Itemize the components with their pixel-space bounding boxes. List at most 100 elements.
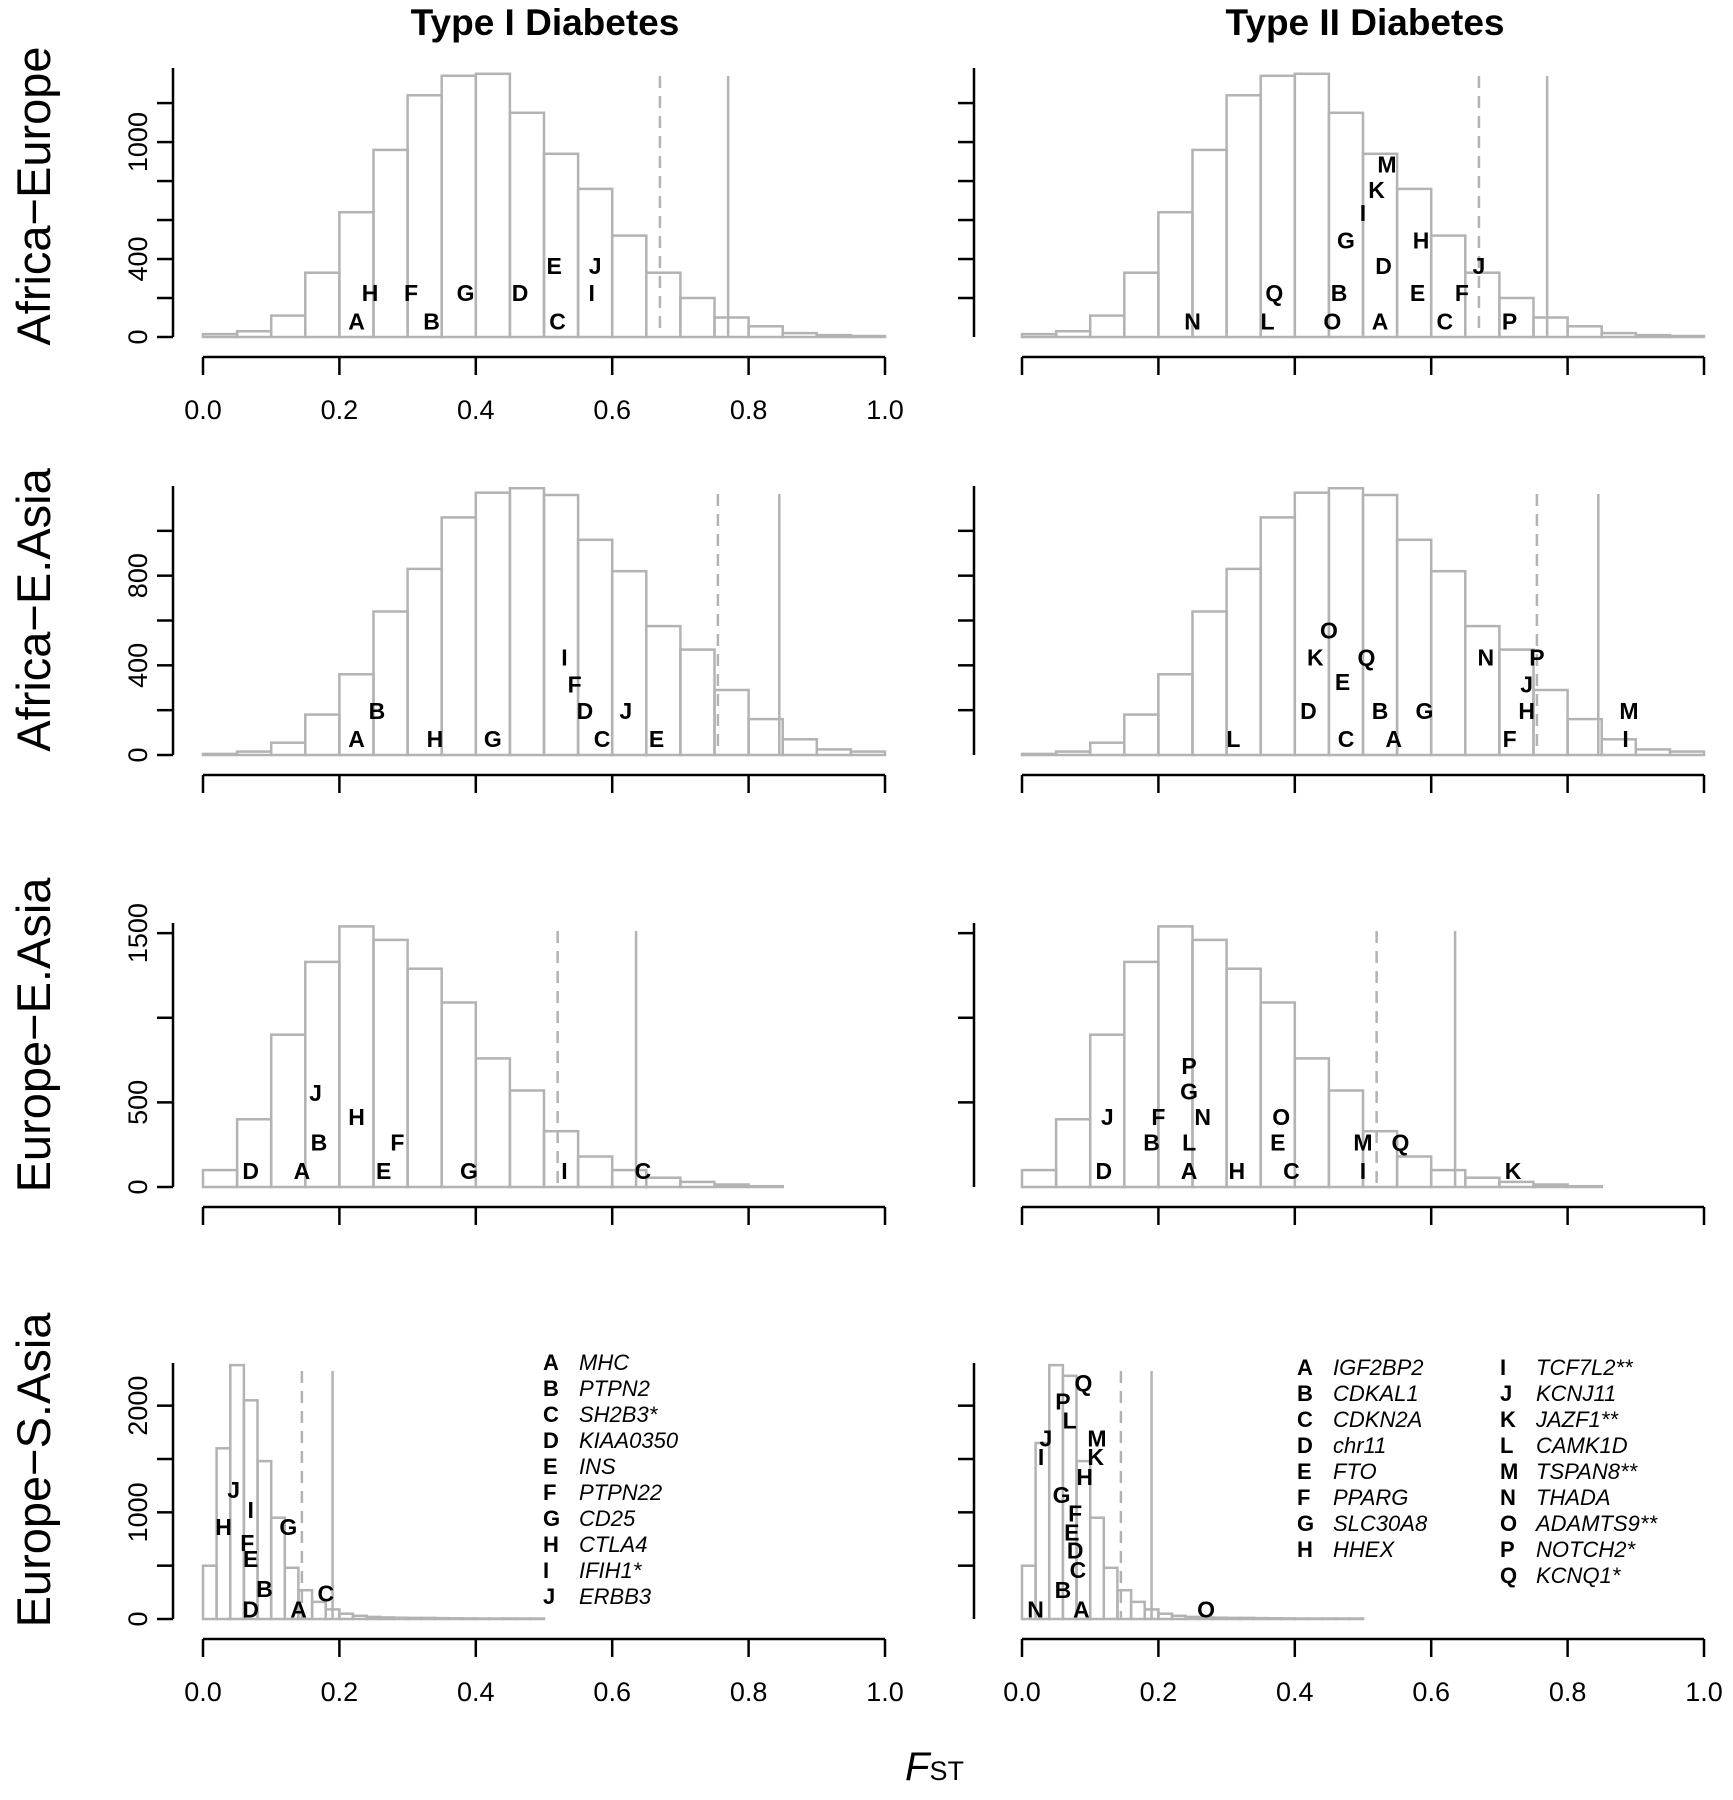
x-tick-label: 0.6 bbox=[593, 395, 631, 425]
histogram-bar bbox=[201, 1564, 218, 1621]
gene-letter-label: D bbox=[577, 698, 594, 724]
gene-letter-label: A bbox=[1385, 726, 1402, 752]
x-tick-label: 1.0 bbox=[1685, 1677, 1723, 1707]
histogram-bar bbox=[372, 610, 409, 757]
legend-type1: A MHC B PTPN2 C SH2B3* D KIAA0350 E INS F PTPN… bbox=[543, 1350, 678, 1610]
gene-letter-label: C bbox=[1283, 1158, 1300, 1184]
gene-letter-label: H bbox=[1228, 1158, 1245, 1184]
gene-letter-label: N bbox=[1477, 644, 1494, 670]
legend-gene: PTPN2 bbox=[579, 1376, 650, 1401]
legend-gene: PPARG bbox=[1333, 1485, 1409, 1510]
gene-letter-label: C bbox=[1338, 726, 1355, 752]
gene-letter-label: D bbox=[1300, 698, 1317, 724]
gene-letter-label: B bbox=[1331, 280, 1348, 306]
legend-item: K JAZF1** bbox=[1500, 1407, 1657, 1433]
gene-letter-label: H bbox=[1413, 228, 1430, 254]
histogram-bar bbox=[1020, 1168, 1058, 1189]
row-label-africa-easia: Africa−E.Asia bbox=[7, 467, 60, 751]
gene-letter-label: A bbox=[348, 726, 365, 752]
gene-letter-label: A bbox=[1073, 1596, 1090, 1622]
legend-gene: HHEX bbox=[1333, 1537, 1395, 1562]
histogram-bar bbox=[529, 1617, 546, 1621]
x-tick-label: 0.2 bbox=[321, 395, 359, 425]
gene-letter-label: H bbox=[1518, 698, 1535, 724]
histogram-bar bbox=[1293, 1617, 1310, 1621]
chart-panel-0: 0 400 1000 0.0 0.2 0.4 0.6 0.8 1.0 AH FBG DE C JI bbox=[123, 68, 904, 425]
histogram-bar bbox=[1088, 1516, 1106, 1621]
histogram-bar bbox=[1088, 314, 1126, 339]
gene-letter-label: F bbox=[1151, 1104, 1165, 1130]
gene-letter-label: F bbox=[390, 1129, 404, 1155]
histogram-bar bbox=[1266, 1617, 1283, 1621]
gene-letter-label: H bbox=[427, 726, 444, 752]
histogram-bar bbox=[372, 148, 409, 339]
histogram-bar bbox=[1532, 1183, 1569, 1189]
gene-letter-label: K bbox=[1087, 1444, 1104, 1470]
histogram-bar bbox=[1464, 271, 1501, 339]
gene-letter-label: Q bbox=[1265, 280, 1283, 306]
legend-gene: INS bbox=[579, 1454, 616, 1479]
x-tick-label: 1.0 bbox=[866, 1677, 904, 1707]
legend-item: A MHC bbox=[543, 1350, 678, 1376]
legend-letter: F bbox=[1297, 1485, 1311, 1510]
x-axis-title-main: F bbox=[905, 1745, 930, 1789]
legend-item: L CAMK1D bbox=[1500, 1433, 1657, 1459]
legend-item: F PTPN22 bbox=[543, 1480, 678, 1506]
gene-letter-label: F bbox=[1503, 726, 1517, 752]
legend-letter: F bbox=[543, 1480, 557, 1505]
legend-gene: CTLA4 bbox=[579, 1532, 648, 1557]
gene-letter-label: C bbox=[549, 308, 566, 334]
chart-panel-5: PG J F N O B L E M Q D A H C I K bbox=[958, 923, 1706, 1225]
histogram-bar bbox=[474, 1617, 491, 1621]
histogram-bar bbox=[1252, 1616, 1269, 1621]
histogram-bar bbox=[201, 752, 239, 757]
gene-letter-label: A bbox=[1372, 308, 1389, 334]
histogram-bar bbox=[849, 750, 887, 757]
histogram-bar bbox=[1191, 938, 1228, 1189]
x-tick-label: 0.8 bbox=[1549, 1677, 1587, 1707]
gene-letter-label: E bbox=[1335, 669, 1350, 695]
chart-panel-2: 0 400 800 IF B D J A H G C E bbox=[123, 486, 887, 793]
gene-letter-label: G bbox=[1180, 1079, 1198, 1105]
gene-letter-label: H bbox=[215, 1514, 232, 1540]
legend-item: H HHEX bbox=[1297, 1537, 1427, 1563]
legend-item: I IFIH1* bbox=[543, 1558, 678, 1584]
histogram-bar bbox=[1123, 713, 1160, 757]
gene-letter-label: M bbox=[1619, 698, 1638, 724]
gene-letter-label: F bbox=[404, 280, 418, 306]
legend-gene: KIAA0350 bbox=[579, 1428, 679, 1453]
gene-letter-label: B bbox=[1055, 1577, 1072, 1603]
legend-letter: J bbox=[543, 1584, 556, 1609]
gene-letter-label: I bbox=[1038, 1444, 1044, 1470]
legend-letter: A bbox=[543, 1350, 559, 1375]
gene-letter-label: G bbox=[457, 280, 475, 306]
gene-letter-label: Q bbox=[1392, 1129, 1410, 1155]
legend-gene: chr11 bbox=[1333, 1433, 1387, 1458]
histogram-bar bbox=[1464, 1176, 1501, 1189]
histogram-bar bbox=[781, 331, 819, 339]
gene-letter-label: G bbox=[460, 1158, 478, 1184]
legend-gene: PTPN22 bbox=[579, 1480, 663, 1505]
histogram-bar bbox=[1600, 331, 1638, 339]
gene-letter-label: B bbox=[311, 1129, 328, 1155]
histogram-bar bbox=[508, 486, 546, 757]
histogram-bar bbox=[508, 1089, 546, 1189]
histogram-bar bbox=[610, 569, 648, 757]
legend-gene: SH2B3* bbox=[579, 1402, 658, 1427]
gene-letter-label: D bbox=[1095, 1158, 1112, 1184]
y-tick-label: 0 bbox=[123, 329, 153, 344]
gene-letter-label: A bbox=[1181, 1158, 1198, 1184]
gene-letter-label: B bbox=[256, 1576, 273, 1602]
legend-gene: TSPAN8** bbox=[1536, 1459, 1638, 1484]
gene-letter-label: J bbox=[227, 1477, 240, 1503]
x-tick-label: 0.4 bbox=[457, 395, 495, 425]
gene-letter-label: D bbox=[1375, 253, 1392, 279]
gene-letter-label: D bbox=[242, 1158, 259, 1184]
legend-letter: G bbox=[1297, 1511, 1315, 1536]
histogram-bar bbox=[1088, 741, 1126, 757]
histogram-bar bbox=[1129, 1600, 1146, 1621]
histogram-bar bbox=[1123, 271, 1160, 339]
